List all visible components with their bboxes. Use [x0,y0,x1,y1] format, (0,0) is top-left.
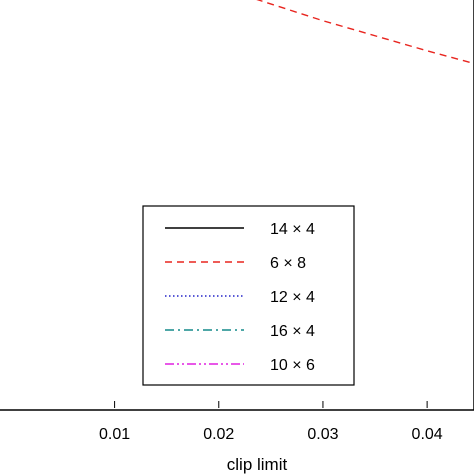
legend-label-12-4: 12 × 4 [270,289,315,306]
x-tick-label: 0.01 [99,426,130,443]
legend-label-6-8: 6 × 8 [270,255,306,272]
series-line-6-8 [256,0,474,65]
x-tick-label: 0.03 [307,426,338,443]
x-axis-label: clip limit [227,455,288,474]
legend: 14 × 4 6 × 8 12 × 4 16 × 4 10 × 6 [142,205,355,386]
legend-box [142,205,355,386]
x-tick-label: 0.02 [203,426,234,443]
legend-label-10-6: 10 × 6 [270,357,315,374]
series-layer [256,0,474,65]
legend-entries: 14 × 4 6 × 8 12 × 4 16 × 4 10 × 6 [165,221,315,374]
legend-label-14-4: 14 × 4 [270,221,315,238]
legend-label-16-4: 16 × 4 [270,323,315,340]
x-axis: 0.01 0.02 0.03 0.04 [99,401,443,443]
plot-frame [0,0,474,411]
x-tick-label: 0.04 [412,426,443,443]
